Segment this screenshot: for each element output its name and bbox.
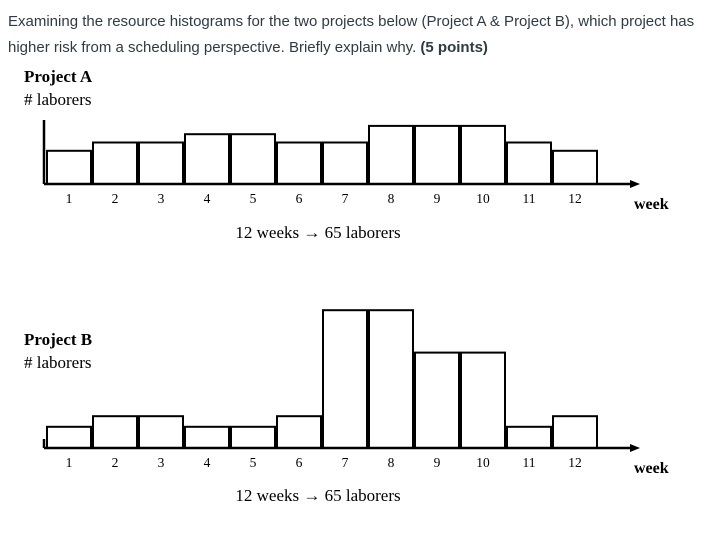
bar-week-1 [46,149,92,186]
tick-label: 11 [523,455,536,470]
tick-label: 12 [568,191,582,206]
tick-label: 9 [434,455,441,470]
bar-week-8 [368,124,414,185]
chart-title: Project A [24,67,93,86]
y-axis-label: # laborers [24,90,92,109]
x-axis-arrow [630,180,640,188]
bar-week-1 [46,425,92,449]
tick-label: 1 [66,455,73,470]
bar-week-10 [460,351,506,450]
bar-week-4 [184,425,230,449]
tick-label: 7 [342,455,349,470]
bar-week-3 [138,141,184,185]
tick-label: 5 [250,455,257,470]
tick-label: 10 [476,455,490,470]
question-points: (5 points) [420,39,488,56]
histogram-project-a: Project A # laborers week 12 weeks → 65 … [24,67,669,242]
histogram-project-b: Project B # laborers week 12 weeks → 65 … [24,309,669,505]
bar-week-11 [506,425,552,449]
chart-title: Project B [24,330,92,349]
bar-week-4 [184,133,230,185]
x-axis-label: week [634,196,669,213]
bar-week-9 [414,124,460,185]
tick-label: 8 [388,191,395,206]
tick-label: 6 [296,455,303,470]
tick-label: 2 [112,455,119,470]
tick-label: 10 [476,191,490,206]
tick-label: 8 [388,455,395,470]
chart-caption: 12 weeks → 65 laborers [235,223,400,242]
tick-label: 6 [296,191,303,206]
tick-label: 9 [434,191,441,206]
tick-label: 5 [250,191,257,206]
tick-label: 3 [158,191,165,206]
tick-label: 4 [204,455,211,470]
x-axis-arrow [630,444,640,452]
bar-week-5 [230,425,276,449]
bar-week-11 [506,141,552,185]
bar-week-12 [552,149,598,186]
y-axis-label: # laborers [24,353,92,372]
question-text: Examining the resource histograms for th… [8,9,713,61]
bar-week-6 [276,415,322,450]
tick-label: 4 [204,191,211,206]
question-body: Examining the resource histograms for th… [8,13,695,56]
chart-caption: 12 weeks → 65 laborers [235,486,400,505]
bar-week-2 [92,141,138,185]
bar-week-2 [92,415,138,450]
tick-label: 1 [66,191,73,206]
bar-week-7 [322,141,368,185]
tick-label: 12 [568,455,582,470]
bar-week-6 [276,141,322,185]
bar-week-7 [322,309,368,450]
tick-label: 3 [158,455,165,470]
bar-week-3 [138,415,184,450]
x-axis-label: week [634,460,669,477]
tick-label: 11 [523,191,536,206]
tick-label: 7 [342,191,349,206]
tick-label: 2 [112,191,119,206]
bar-week-8 [368,309,414,450]
bar-week-5 [230,133,276,185]
bar-week-9 [414,351,460,450]
bar-week-10 [460,124,506,185]
bar-week-12 [552,415,598,450]
